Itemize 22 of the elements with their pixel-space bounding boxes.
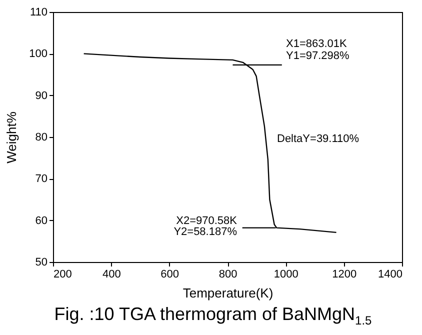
x-tick-label: 800 xyxy=(218,268,238,280)
x-tick-label: 1200 xyxy=(332,268,357,280)
x-tick-label: 1000 xyxy=(274,268,298,280)
annotation: DeltaY=39.110% xyxy=(277,133,360,145)
y-tick-label: 80 xyxy=(35,132,48,144)
x-tick-label: 600 xyxy=(160,268,180,280)
y-tick-label: 60 xyxy=(35,214,48,227)
text: Fig. :10 TGA thermogram of BaNMgN$_{1.5}$ xyxy=(53,304,373,328)
y-tick-label: 90 xyxy=(35,90,48,102)
annotation: Y1=97.298% xyxy=(286,50,350,62)
x-tick-label: 200 xyxy=(54,268,72,280)
x-tick-label: 1400 xyxy=(378,268,402,280)
annotation: Y2=58.187% xyxy=(174,226,238,238)
x-tick-label: 400 xyxy=(102,268,121,280)
y-tick-label: 100 xyxy=(29,48,48,60)
y-tick-label: 70 xyxy=(35,173,48,186)
y-tick-label: 110 xyxy=(30,6,48,18)
x-axis-title: Temperature(K) xyxy=(182,286,274,300)
y-axis-title: Weight% xyxy=(4,111,20,164)
annotation: X2=970.58K xyxy=(176,215,238,227)
y-tick-label: 50 xyxy=(35,256,48,268)
annotation: X1=863.01K xyxy=(286,38,348,50)
